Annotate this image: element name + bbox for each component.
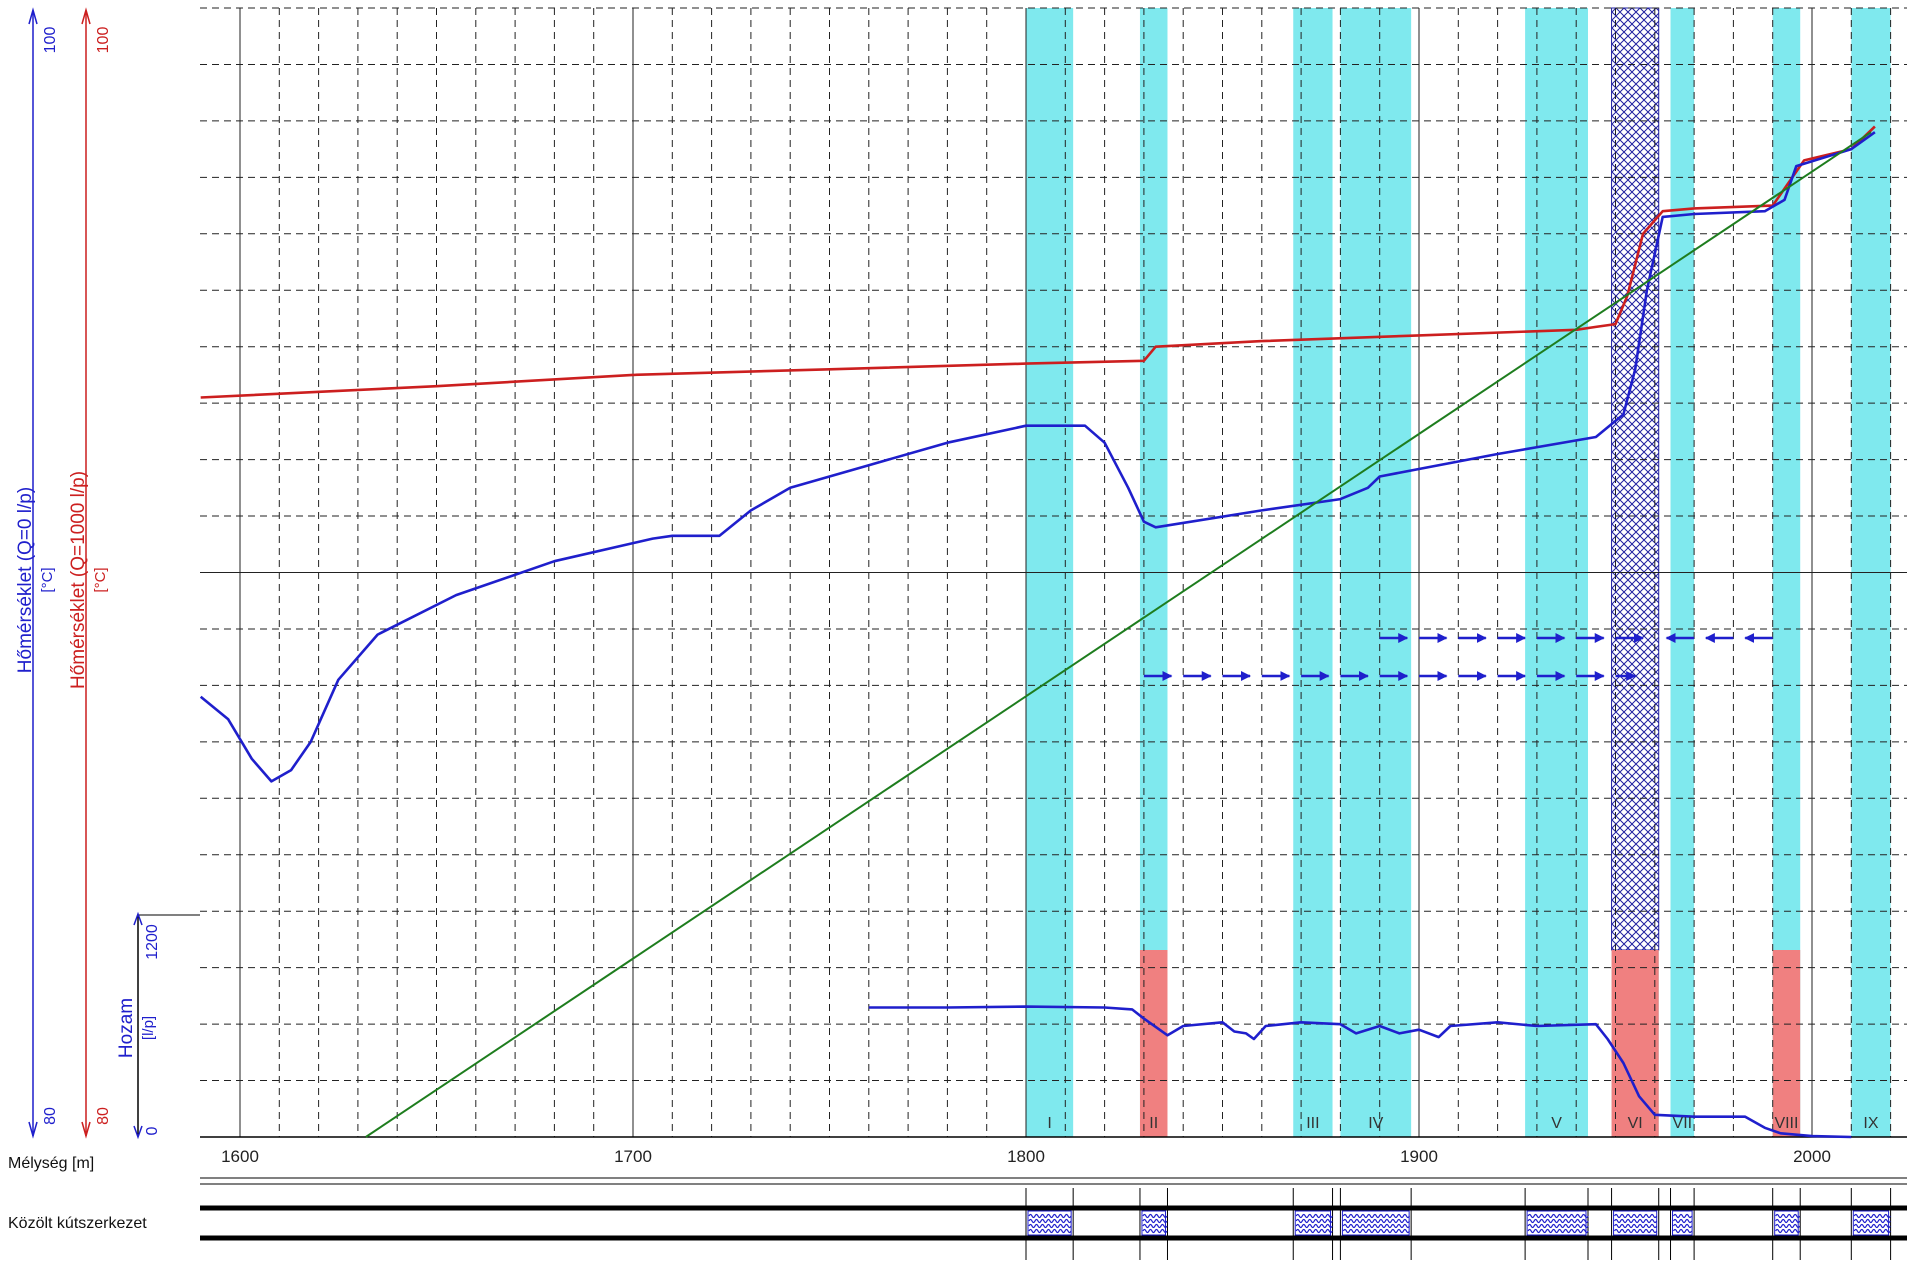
flow-axis-arrow-top [133, 911, 143, 926]
zone-label: III [1306, 1115, 1319, 1132]
red-zone [1611, 950, 1659, 1137]
casing-screen-wave [1142, 1213, 1168, 1234]
casing-screen-wave [1342, 1213, 1410, 1234]
flow-axis-arrow-bottom [133, 1125, 143, 1140]
casing-screen-wave [1028, 1213, 1072, 1234]
series-line-3 [868, 1005, 1852, 1139]
temp-axis-top-tick: 100 [42, 27, 59, 54]
flow-axis-title: Hozam [116, 998, 137, 1058]
temp-axis-arrow-top [28, 7, 38, 25]
casing-screen-wave [1295, 1213, 1333, 1234]
casing-strip: Közölt kútszerkezet [8, 1177, 1907, 1260]
flow-axis-unit: [l/p] [140, 1016, 157, 1040]
zone-label: II [1149, 1115, 1158, 1132]
grid [200, 7, 1907, 1138]
temp-axis-bottom-tick: 80 [42, 1107, 59, 1125]
temp-axis-title-q0: Hőmérséklet (Q=0 l/p) [15, 487, 36, 673]
temp-axis-arrow-top [81, 7, 91, 25]
series [199, 125, 1876, 1139]
temp-axis-unit-q0: [°C] [39, 567, 56, 592]
series-line-1 [199, 131, 1876, 783]
flow-axis-bottom-tick: 0 [144, 1126, 161, 1135]
x-tick-label: 1800 [1007, 1147, 1045, 1166]
casing-screen-wave [1527, 1213, 1589, 1234]
casing-screen-wave [1853, 1213, 1891, 1234]
zone-labels: I II III IV V VI VII VIII IX [1047, 1115, 1878, 1132]
flow-arrows [1143, 633, 1773, 681]
red-zone [1772, 950, 1801, 1137]
casing-screen-wave [1672, 1213, 1693, 1234]
zone-label: V [1551, 1115, 1562, 1132]
x-tick-label: 1600 [221, 1147, 259, 1166]
x-tick-label: 1900 [1400, 1147, 1438, 1166]
zone-label: VIII [1774, 1115, 1798, 1132]
red-zone [1139, 950, 1168, 1137]
zone-label: VII [1673, 1115, 1693, 1132]
temp-axis-arrow-bottom [28, 1121, 38, 1139]
x-tick-label: 1700 [614, 1147, 652, 1166]
x-tick-label: 2000 [1793, 1147, 1831, 1166]
temp-axis-title-q1000: Hőmérséklet (Q=1000 l/p) [68, 471, 89, 689]
x-axis-label: Mélység [m] [8, 1155, 94, 1172]
casing-screen-wave [1775, 1213, 1801, 1234]
zone-label: VI [1628, 1115, 1643, 1132]
temp-axis-top-tick: 100 [95, 27, 112, 54]
flow-axis-top-tick: 1200 [144, 924, 161, 960]
zone-label: IV [1368, 1115, 1383, 1132]
casing-label: Közölt kútszerkezet [8, 1215, 147, 1232]
zone-label: I [1047, 1115, 1051, 1132]
temp-axis-arrow-bottom [81, 1121, 91, 1139]
hatched-zone [1611, 7, 1660, 951]
zone-label: IX [1863, 1115, 1878, 1132]
temp-axis-bottom-tick: 80 [95, 1107, 112, 1125]
casing-screen-wave [1614, 1213, 1658, 1234]
temp-axis-unit-q1000: [°C] [92, 567, 109, 592]
series-line-2 [365, 131, 1872, 1138]
x-axis: 1600 1700 1800 1900 2000 Mélység [m] [8, 1147, 1831, 1172]
